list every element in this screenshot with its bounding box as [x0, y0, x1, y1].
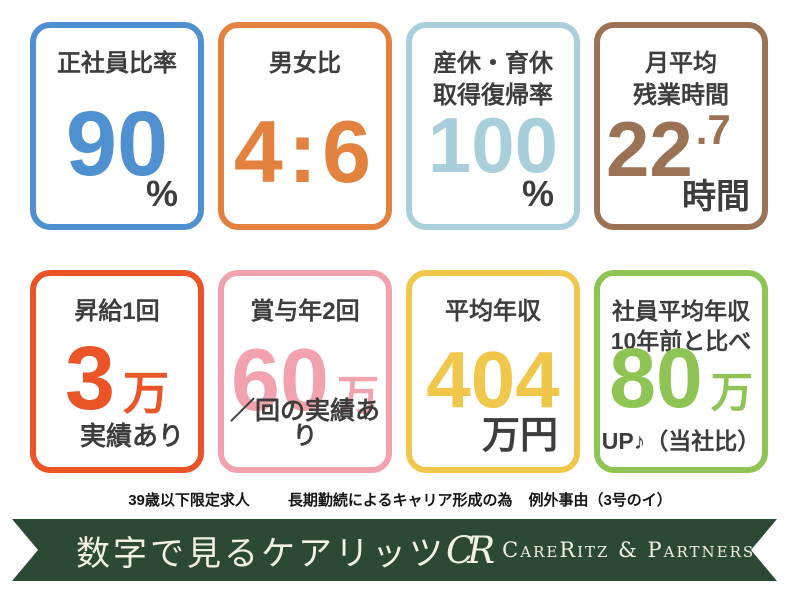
stat-label-line: 10年前と比べ	[610, 328, 752, 355]
stat-value: 22 .7	[604, 105, 758, 193]
stat-unit: ／回の実績あり	[229, 397, 380, 450]
stat-card-avg-income: 平均年収 404 万円	[406, 270, 580, 473]
stat-number-suffix: 万	[336, 372, 379, 419]
stat-value: 3 万	[40, 334, 194, 424]
stat-number-suffix: 万	[710, 369, 753, 416]
stat-value: 90	[40, 98, 194, 190]
stat-number: 22	[606, 105, 693, 193]
stat-number: 100	[427, 101, 559, 189]
stat-value: 80 万	[604, 336, 758, 420]
stat-label-line: 賞与年2回	[250, 298, 360, 325]
stat-card-raise: 昇給1回 3 万 実績あり	[30, 270, 204, 473]
stat-label: 産休・育休 取得復帰率	[412, 48, 574, 111]
stat-label-line: 正社員比率	[57, 50, 177, 77]
stat-label-line: 産休・育休	[433, 50, 553, 77]
stat-card-fulltime-ratio: 正社員比率 90 %	[30, 22, 204, 230]
stat-label-line: 残業時間	[633, 81, 729, 109]
stat-unit: %	[145, 173, 178, 214]
stat-card-bonus: 賞与年2回 60 万 ／回の実績あり	[218, 270, 392, 473]
footnote-segment: 例外事由（3号のイ）	[528, 492, 672, 509]
stat-number-decimal: .7	[695, 106, 731, 153]
stat-label-line: 社員平均年収	[612, 298, 750, 324]
stat-number: 90	[65, 93, 169, 195]
stat-card-parental-leave-return: 産休・育休 取得復帰率 100 %	[406, 22, 580, 230]
stat-value: 4:6	[228, 108, 382, 196]
stat-label-line: 取得復帰率	[433, 81, 553, 109]
stat-label: 正社員比率	[36, 48, 198, 80]
stat-unit: 時間	[682, 178, 750, 216]
stats-row-top: 正社員比率 90 % 男女比 4:6 産休・育休 取得復帰率 100 %	[30, 22, 768, 230]
footer-ribbon: 数字で見るケアリッツ CR CareRitz & Partners	[12, 519, 777, 581]
stat-number-suffix: 万	[123, 367, 170, 419]
stat-label-line: 月平均	[645, 50, 717, 77]
stat-number: 80	[609, 331, 703, 425]
stat-label: 社員平均年収 10年前と比べ	[600, 296, 762, 357]
stat-label: 昇給1回	[36, 296, 198, 328]
stat-unit: %	[521, 173, 554, 214]
stat-label: 賞与年2回	[224, 296, 386, 328]
stat-number: 4:6	[233, 102, 377, 201]
stat-label-line: 男女比	[269, 50, 341, 77]
stat-card-income-increase: 社員平均年収 10年前と比べ 80 万 UP♪（当社比）	[594, 270, 768, 473]
stat-card-gender-ratio: 男女比 4:6	[218, 22, 392, 230]
stat-label: 平均年収	[412, 296, 574, 328]
footnote-segment: 長期勤続によるキャリア形成の為	[287, 492, 513, 509]
stat-label: 男女比	[224, 48, 386, 80]
careritz-monogram-icon: CR	[446, 528, 489, 572]
recruitment-footnote: 39歳以下限定求人 長期勤続によるキャリア形成の為 例外事由（3号のイ）	[0, 489, 800, 510]
stat-label-line: 平均年収	[445, 298, 541, 325]
brand-name: CareRitz & Partners	[502, 538, 756, 562]
stat-number: 3	[64, 329, 116, 429]
footnote-segment: 39歳以下限定求人	[128, 492, 250, 509]
stat-value: 100	[416, 106, 570, 184]
stat-label: 月平均 残業時間	[600, 48, 762, 111]
stat-number: 404	[426, 335, 560, 424]
footer-ribbon-content: 数字で見るケアリッツ CR CareRitz & Partners	[12, 526, 777, 575]
stat-unit: 万円	[481, 415, 558, 457]
stat-card-avg-overtime: 月平均 残業時間 22 .7 時間	[594, 22, 768, 230]
ribbon-title: 数字で見るケアリッツ	[76, 533, 446, 574]
stats-row-bottom: 昇給1回 3 万 実績あり 賞与年2回 60 万 ／回の実績あり 平均年収 40	[30, 270, 768, 473]
stat-unit: 実績あり	[79, 421, 184, 451]
stat-number: 60	[231, 330, 329, 429]
stat-unit: UP♪（当社比）	[601, 428, 761, 454]
stat-value: 404	[416, 340, 570, 420]
brand-lockup: CR CareRitz & Partners	[446, 532, 755, 569]
stat-label-line: 昇給1回	[74, 298, 160, 325]
stat-value: 60 万	[228, 336, 382, 424]
